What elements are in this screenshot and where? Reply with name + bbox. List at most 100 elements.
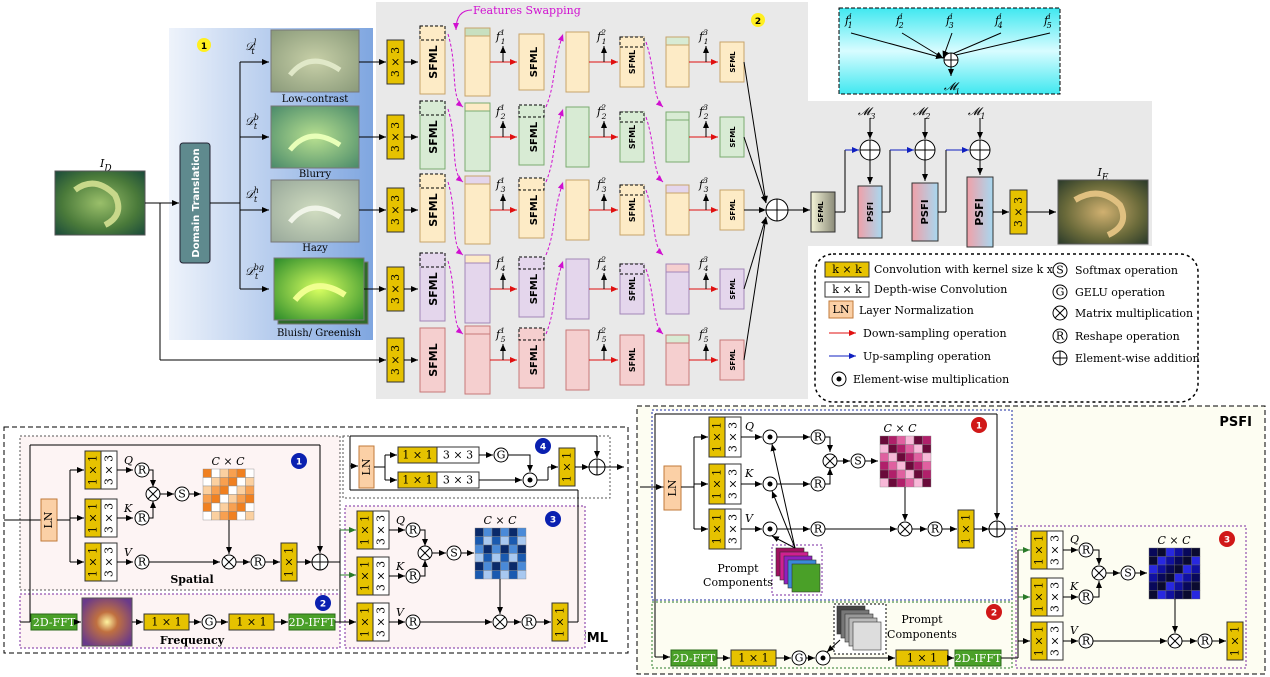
psfi-attention-map-cell [888,461,898,471]
prompt-arrow-2 [826,639,841,653]
swap-feature-1-row4 [419,252,446,268]
depthwise-conv-label: 3 × 3 [727,514,740,544]
psfi-freq-mul-dot [820,655,826,661]
reshape-out-label: R [254,556,263,569]
depthwise-conv-label: 3 × 3 [727,469,740,499]
pfa-softmax-label: S [1124,567,1132,580]
attention-map-cell [228,468,238,478]
merge-connector [743,136,767,204]
attention-map-cell [245,485,255,495]
fa-conv1-v-label: 1 × 1 [359,607,372,637]
sfml-block-4-row3 [719,189,745,231]
depthwise-conv-label: 3 × 3 [103,503,116,533]
connector-line [825,436,833,452]
pfa-attention-map-cell [1191,581,1201,591]
depthwise-conv-label: 3 × 3 [375,561,388,591]
pfa-attention-map-cell [1165,564,1175,574]
feature-map-2-row5 [565,329,590,391]
pfa-attention-map-cell [1182,556,1192,566]
pfa-attention-map-cell [1174,564,1184,574]
gelu-label: G [205,616,214,629]
fa-attention-map-cell [517,544,527,554]
pfa-attention-map-cell [1165,547,1175,557]
pfa-label-v: V [1070,624,1079,637]
fa-conv1-q-label: 1 × 1 [359,515,372,545]
legend-op-1-label: S [1056,264,1064,277]
psfi-attention-map-cell [888,444,898,454]
psfi-attention-map-cell [922,461,932,471]
legend-op-2-label: G [1056,286,1065,299]
depthwise-conv-label: 3 × 3 [1049,626,1062,656]
fa-conv1-k-label: 1 × 1 [359,561,372,591]
softmax-label: S [178,488,186,501]
feature-label-1-row5: f1 5 [495,326,506,344]
psfi-attention-map-cell [896,461,906,471]
pfa-conv1-k-label: 1 × 1 [1033,582,1046,612]
swap-feature-2-row3 [518,177,545,191]
psfi-attention-map-cell [888,452,898,462]
psfi-attention-map-cell [922,469,932,479]
fa-attention-map-cell [491,544,501,554]
m-label-2: 𝓜2 [913,105,930,121]
attention-map-cell [202,502,212,512]
psfi-attention-map-cell [888,469,898,479]
prompt-components-label: Prompt [717,562,759,575]
legend-conv-symbol [824,261,870,278]
pfa-attention-map-cell [1174,556,1184,566]
psfi-attention-map-cell [922,478,932,488]
label-q: Q [124,454,133,467]
psfi-label-q: Q [745,420,754,433]
depthwise-conv-label: 3 × 3 [443,449,473,462]
sfml-block-1-row3 [419,177,446,243]
merge-connector [743,61,768,204]
legend-item-op-4: Reshape operation [1075,330,1180,343]
psfi-attention-map-cell [913,478,923,488]
pfa-label-k: K [1069,580,1079,593]
connector-line [1093,567,1105,579]
connector-line [899,523,911,535]
legend-box [814,253,1199,403]
pfa-label-q: Q [1070,533,1079,546]
fa-attention-map-cell [474,544,484,554]
legend-item-op-5: Element-wise addition [1075,352,1200,365]
sfml-label: SFML [427,193,440,226]
connector-line [1169,635,1181,647]
sfml-block-1-row5 [419,327,446,393]
psfi-attention-map-cell [922,435,932,445]
psfi-reshape-out-label: R [931,523,940,536]
swap-feature-3-row2 [619,111,645,123]
bluish-greenish-caption: Bluish/ Greenish [277,328,362,339]
fa-attention-map-cell [500,553,510,563]
psfi-label: PSFI [920,199,931,224]
legend-ln-symbol-label: LN [833,303,850,316]
conv3-row3-label: 3 × 3 [389,195,402,225]
feature-label-2-row3: f2 3 [596,176,607,194]
psfi-ifft-label: 2D-IFFT [955,652,1002,665]
connector-line [1093,549,1102,565]
sfml-label: SFML [628,348,637,372]
depthwise-conv-label: 3 × 3 [443,474,473,487]
attention-map-cell [228,477,238,487]
legend-op-1 [1052,262,1068,278]
badge-2 [751,13,765,27]
pfa-attention-map-cell [1148,573,1158,583]
feature-label-2-row2: f2 2 [596,103,607,121]
psfi-attention-map-cell [913,444,923,454]
connector-line [420,560,428,577]
psfi-conv1-k-label: 1 × 1 [711,469,724,499]
depthwise-conv-label: 3 × 3 [103,547,116,577]
psfi-conv1-proj-label: 1 × 1 [960,514,973,544]
depthwise-conv-block [824,281,870,298]
connector-line [1054,307,1066,319]
psfi-prompt-mul-k-dot [767,481,773,487]
m-label-1: 𝓜3 [858,105,875,121]
sfml-badge-4 [535,438,551,454]
swap-feature-1-row3 [419,173,446,189]
pfa-attention-map-cell [1191,590,1201,600]
psfi-attention-map-cell [896,444,906,454]
attention-map-cell [211,511,221,521]
attention-map-cell [228,511,238,521]
psfi-spatial-box [651,409,1013,601]
sfml-label: SFML [729,278,737,300]
